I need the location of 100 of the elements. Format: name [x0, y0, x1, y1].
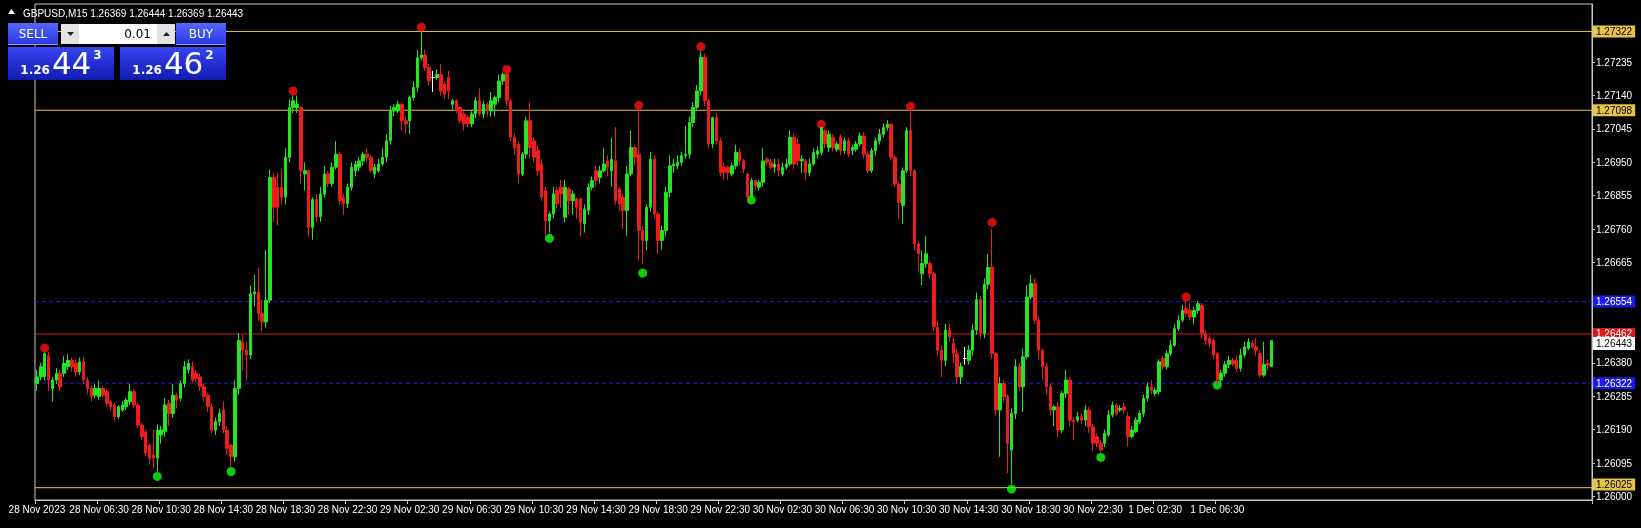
candlestick [357, 156, 361, 172]
candlestick [478, 87, 481, 118]
candlestick [1161, 355, 1165, 371]
candlestick [447, 70, 450, 100]
candlestick [156, 423, 159, 473]
candlestick [843, 137, 846, 154]
candlestick [435, 68, 439, 81]
candlestick [851, 144, 854, 156]
point [288, 86, 298, 96]
x-tick-label: 28 Nov 18:30 [255, 503, 316, 515]
point [816, 119, 826, 129]
y-tick-label: 1.26950 [1596, 156, 1633, 168]
candlestick [1188, 302, 1192, 322]
candlestick [152, 429, 155, 469]
candlestick [486, 102, 489, 118]
candlestick [610, 137, 613, 188]
annotation: 46 [163, 45, 204, 81]
point [634, 100, 644, 110]
y-tick-label: 1.27140 [1596, 89, 1633, 101]
candlestick [761, 147, 765, 188]
point [906, 101, 916, 111]
candlestick [361, 151, 365, 167]
candlestick [796, 137, 800, 167]
candlestick [105, 388, 109, 408]
candlestick [1157, 358, 1161, 395]
text: 1.26443 [1593, 337, 1636, 350]
x-tick-label: 29 Nov 02:30 [379, 503, 440, 515]
candlestick [93, 383, 97, 399]
ref-line-label: 1.26322 [1596, 377, 1633, 389]
candlestick [820, 126, 823, 156]
point [1007, 484, 1017, 494]
y-tick-label: 1.26190 [1596, 424, 1633, 436]
candlestick [1084, 404, 1087, 427]
y-tick-label: 1.26380 [1596, 357, 1633, 369]
candlestick [62, 355, 66, 378]
candlestick [773, 158, 776, 174]
candlestick [579, 196, 582, 237]
candlestick [847, 137, 850, 158]
x-tick-label: 30 Nov 14:30 [939, 503, 999, 515]
x-tick-label: 28 Nov 06:30 [69, 503, 130, 515]
point [638, 268, 648, 278]
candlestick [959, 362, 963, 385]
x-tick-label: 30 Nov 10:30 [876, 503, 937, 515]
candlestick [1266, 358, 1270, 371]
annotation: 0.01 [124, 26, 151, 43]
candlestick [726, 165, 730, 181]
candlestick [307, 168, 310, 238]
chart-title: GBPUSD,M15 1.26369 1.26444 1.26369 1.26443 [23, 7, 244, 19]
candlestick [276, 172, 279, 227]
candlestick [1184, 298, 1188, 318]
candlestick [1118, 404, 1122, 413]
candlestick [1126, 411, 1130, 448]
candlestick [792, 133, 796, 170]
candlestick [175, 392, 178, 410]
x-tick-label: 28 Nov 14:30 [193, 503, 254, 515]
candlestick [482, 100, 485, 119]
ref-line-label: 1.26462 [1596, 328, 1633, 340]
annotation: 1.26 [132, 63, 162, 77]
candlestick [1122, 402, 1126, 415]
x-tick-label: 29 Nov 10:30 [504, 503, 565, 515]
candlestick [58, 369, 62, 392]
point [152, 471, 162, 481]
candlestick [948, 323, 951, 343]
candlestick [167, 399, 171, 427]
x-tick-label: 28 Nov 2023 [8, 503, 66, 515]
candlestick [571, 189, 575, 216]
candlestick [1052, 404, 1056, 427]
point [696, 42, 706, 52]
candlestick [765, 156, 769, 167]
candlestick [326, 170, 330, 188]
candlestick [1235, 355, 1238, 373]
x-tick-label: 29 Nov 14:30 [566, 503, 627, 515]
annotation: 3 [93, 48, 102, 62]
candlestick [43, 351, 46, 381]
candlestick [1115, 402, 1118, 417]
candlestick [303, 161, 307, 191]
y-tick-label: 1.26855 [1596, 190, 1633, 202]
x-tick-label: 28 Nov 22:30 [317, 503, 378, 515]
ref-line-label: 1.27322 [1596, 25, 1633, 37]
x-tick-label: 1 Dec 02:30 [1128, 503, 1183, 515]
candlestick [559, 179, 563, 209]
sell-button: SELL [8, 23, 58, 45]
candlestick [97, 379, 101, 401]
candlestick [396, 100, 400, 114]
ref-line-label: 1.26554 [1596, 296, 1633, 308]
x-tick-label: 29 Nov 06:30 [442, 503, 502, 515]
candlestick [754, 179, 757, 191]
x-tick-label: 29 Nov 18:30 [628, 503, 689, 515]
candlestick [831, 133, 835, 153]
lot-size-field: 0.01 [61, 24, 175, 44]
candlestick [979, 295, 982, 339]
candlestick [1018, 362, 1021, 392]
point [1181, 292, 1191, 302]
x-tick-label: 30 Nov 06:30 [814, 503, 875, 515]
candlestick [117, 404, 120, 420]
candlestick [594, 165, 598, 188]
y-tick-label: 1.26095 [1596, 457, 1633, 469]
point [544, 233, 554, 243]
y-tick-label: 1.27045 [1596, 123, 1633, 135]
candlestick [1080, 413, 1083, 425]
